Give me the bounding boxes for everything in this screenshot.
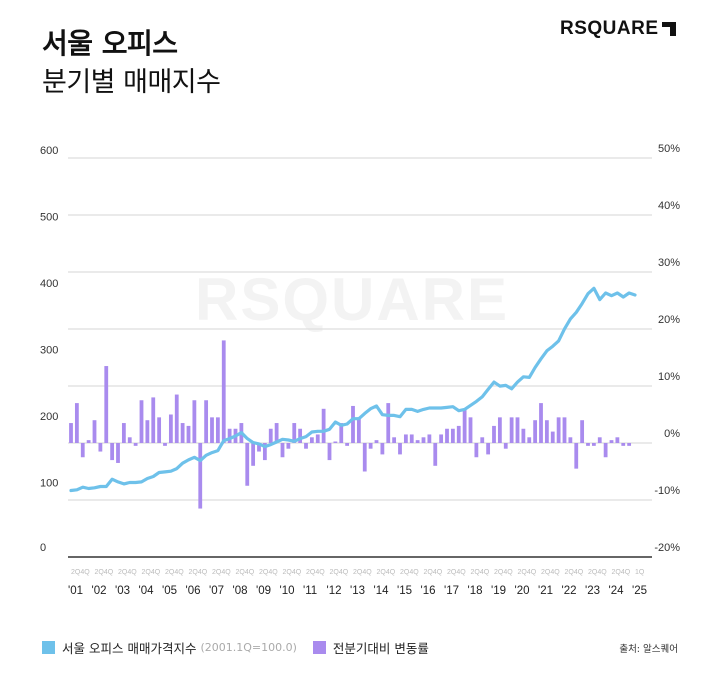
left-tick-label: 400 (40, 278, 58, 290)
x-quarter-label: 2Q4Q (447, 569, 466, 576)
x-year-label: '12 (327, 585, 342, 597)
x-quarter-label: 2Q4Q (95, 569, 114, 576)
logo-mark-icon (661, 22, 676, 36)
x-year-label: '16 (421, 585, 436, 597)
right-tick-label: 30% (658, 257, 680, 269)
source-note: 출처: 알스퀘어 (619, 644, 678, 655)
legend-swatch-bar (312, 641, 326, 654)
x-year-label: '17 (444, 585, 459, 597)
right-tick-label: 0% (664, 428, 680, 440)
x-quarter-label: 2Q4Q (259, 569, 278, 576)
x-quarter-label: 2Q4Q (118, 569, 137, 576)
x-year-label: '05 (162, 585, 177, 597)
left-axis-labels: 0 100 200 300 400 500 600 (40, 145, 58, 554)
x-year-label: '15 (397, 585, 412, 597)
x-year-label: '20 (515, 585, 530, 597)
x-quarter-label: 2Q4Q (494, 569, 513, 576)
legend-label-change-rate: 전분기대비 변동률 (332, 641, 429, 656)
legend-swatch-line (42, 641, 55, 654)
x-quarter-label: 2Q4Q (189, 569, 208, 576)
left-tick-label: 0 (40, 542, 46, 554)
x-year-label: '04 (139, 585, 155, 597)
x-year-label: '10 (280, 585, 295, 597)
x-quarter-label: 2Q4Q (518, 569, 537, 576)
x-quarter-label: 2Q4Q (236, 569, 255, 576)
x-quarter-label: 2Q4Q (588, 569, 607, 576)
legend-item-change-rate: 전분기대비 변동률 (312, 638, 429, 657)
legend: 서울 오피스 매매가격지수 (2001.1Q=100.0) 전분기대비 변동률 (42, 638, 445, 657)
x-quarter-label: 2Q4Q (142, 569, 161, 576)
x-year-label: '21 (538, 585, 553, 597)
right-tick-label: 40% (658, 200, 680, 212)
x-year-label: '14 (374, 585, 390, 597)
x-year-label: '02 (92, 585, 107, 597)
x-year-label: '08 (233, 585, 248, 597)
chart-subtitle: 분기별 매매지수 (42, 67, 221, 98)
x-quarter-label: 1Q (635, 569, 645, 576)
legend-label-price-index: 서울 오피스 매매가격지수 (62, 641, 197, 656)
x-quarter-label: 2Q4Q (306, 569, 325, 576)
left-tick-label: 100 (40, 478, 58, 490)
x-quarter-label: 2Q4Q (377, 569, 396, 576)
logo-text: RSQUARE (560, 18, 659, 39)
x-quarter-label: 2Q4Q (71, 569, 90, 576)
left-tick-label: 600 (40, 145, 58, 157)
x-year-label: '09 (256, 585, 271, 597)
right-tick-label: -10% (654, 485, 680, 497)
x-quarter-label: 2Q4Q (541, 569, 560, 576)
x-quarter-label: 2Q4Q (212, 569, 231, 576)
right-axis-labels: 50% 40% 30% 20% 10% 0% -10% -20% (654, 143, 680, 554)
x-year-label: '23 (585, 585, 600, 597)
right-tick-label: 20% (658, 314, 680, 326)
x-year-label: '03 (115, 585, 130, 597)
x-year-label: '22 (562, 585, 577, 597)
change-rate-bars (69, 340, 632, 509)
x-year-label: '18 (468, 585, 483, 597)
chart-title: 서울 오피스 (42, 27, 178, 60)
legend-note-base: (2001.1Q=100.0) (200, 641, 297, 654)
left-tick-label: 300 (40, 345, 58, 357)
x-quarter-label: 2Q4Q (165, 569, 184, 576)
price-index-line (69, 286, 637, 493)
x-year-label: '19 (491, 585, 506, 597)
watermark: RSQUARE (195, 266, 509, 333)
legend-item-price-index: 서울 오피스 매매가격지수 (2001.1Q=100.0) (42, 638, 297, 657)
right-tick-label: 50% (658, 143, 680, 155)
x-year-label: '01 (68, 585, 83, 597)
x-year-label: '25 (632, 585, 647, 597)
right-tick-label: 10% (658, 371, 680, 383)
x-quarter-label: 2Q4Q (612, 569, 631, 576)
x-year-label: '24 (609, 585, 625, 597)
x-quarter-label: 2Q4Q (353, 569, 372, 576)
x-axis-labels: '01 2Q4Q '02 2Q4Q '03 2Q4Q '04 2Q4Q '05 2Q4Q '06 2Q… (68, 569, 647, 597)
x-quarter-label: 2Q4Q (400, 569, 419, 576)
x-year-label: '13 (350, 585, 365, 597)
left-tick-label: 200 (40, 411, 58, 423)
gridlines (68, 157, 652, 501)
x-quarter-label: 2Q4Q (330, 569, 349, 576)
x-quarter-label: 2Q4Q (471, 569, 490, 576)
rsquare-logo: RSQUARE (560, 18, 676, 40)
x-quarter-label: 2Q4Q (565, 569, 584, 576)
x-year-label: '07 (209, 585, 224, 597)
right-tick-label: -20% (654, 542, 680, 554)
x-quarter-label: 2Q4Q (424, 569, 443, 576)
x-quarter-label: 2Q4Q (283, 569, 302, 576)
x-year-label: '06 (186, 585, 201, 597)
x-year-label: '11 (303, 585, 317, 597)
left-tick-label: 500 (40, 212, 58, 224)
